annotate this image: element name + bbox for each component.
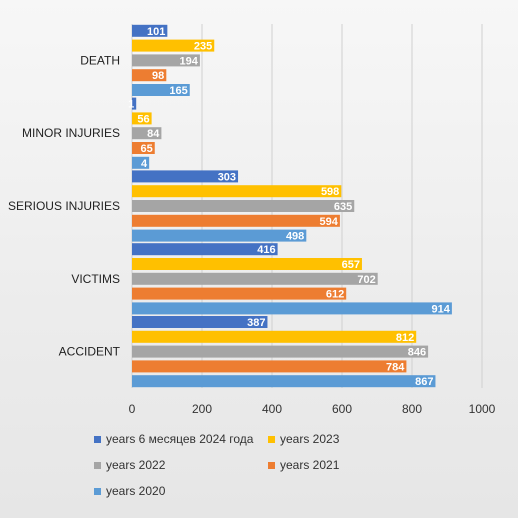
- data-label-serious-injuries-series-1: 598: [321, 186, 339, 198]
- bar-serious-injuries-series-3: [132, 214, 340, 227]
- x-tick-label-800: 800: [402, 402, 422, 416]
- legend-item-2022: years 2022: [94, 458, 165, 472]
- bar-death-series-4: [132, 84, 190, 96]
- data-label-death-series-4: 165: [169, 85, 187, 97]
- data-label-minor-injuries-series-1: 56: [137, 113, 149, 125]
- bar-minor-injuries-series-4: [132, 156, 150, 169]
- data-label-victims-series-2: 702: [357, 274, 375, 286]
- bar-victims-series-2: [132, 272, 378, 285]
- category-label-serious-injuries: SERIOUS INJURIES: [8, 199, 120, 213]
- legend-swatch-2022: [94, 461, 101, 469]
- bar-minor-injuries-series-0: [132, 97, 137, 110]
- legend-label-2020: years 2020: [106, 484, 166, 498]
- legend-label-2024h1: years 6 месяцев 2024 года: [106, 432, 254, 446]
- data-label-accident-series-2: 846: [408, 347, 426, 359]
- data-label-accident-series-1: 812: [396, 332, 414, 344]
- category-label-victims: VICTIMS: [71, 272, 120, 286]
- bar-serious-injuries-series-4: [132, 229, 307, 242]
- data-label-minor-injuries-series-0: 1: [128, 99, 134, 111]
- data-label-minor-injuries-series-3: 65: [141, 143, 153, 155]
- bar-minor-injuries-series-1: [132, 112, 152, 125]
- legend-label-2022: years 2022: [106, 458, 166, 472]
- data-label-accident-series-4: 867: [415, 376, 433, 388]
- legend-label-2021: years 2021: [280, 458, 340, 472]
- bar-accident-series-0: [132, 316, 268, 328]
- legend-swatch-2023: [268, 435, 275, 443]
- bar-death-series-1: [132, 39, 215, 52]
- bar-victims-series-0: [132, 243, 278, 256]
- bar-serious-injuries-series-1: [132, 185, 342, 198]
- x-tick-label-1000: 1000: [469, 402, 496, 416]
- bar-accident-series-3: [132, 360, 407, 373]
- bar-accident-series-1: [132, 330, 417, 343]
- x-tick-label-200: 200: [192, 402, 212, 416]
- bar-minor-injuries-series-3: [132, 142, 155, 154]
- data-label-death-series-0: 101: [147, 26, 165, 38]
- data-label-victims-series-3: 612: [326, 289, 344, 301]
- data-label-serious-injuries-series-2: 635: [334, 201, 352, 213]
- legend-label-2023: years 2023: [280, 432, 340, 446]
- bar-accident-series-4: [132, 375, 436, 388]
- legend: years 6 месяцев 2024 года years 2023 yea…: [80, 428, 435, 508]
- data-label-serious-injuries-series-0: 303: [218, 171, 236, 183]
- data-label-victims-series-0: 416: [257, 244, 275, 256]
- data-label-minor-injuries-series-2: 84: [147, 128, 160, 140]
- bar-victims-series-3: [132, 287, 347, 300]
- bar-victims-series-4: [132, 302, 452, 315]
- legend-item-2023: years 2023: [268, 432, 339, 446]
- data-label-accident-series-3: 784: [386, 361, 405, 373]
- x-tick-label-600: 600: [332, 402, 352, 416]
- x-tick-label-400: 400: [262, 402, 282, 416]
- bar-accident-series-2: [132, 345, 429, 358]
- data-label-accident-series-0: 387: [247, 317, 265, 329]
- category-label-death: DEATH: [80, 53, 120, 67]
- x-tick-label-0: 0: [129, 402, 136, 416]
- legend-swatch-2021: [268, 461, 275, 469]
- bar-victims-series-1: [132, 258, 362, 270]
- data-label-minor-injuries-series-4: 4: [141, 158, 148, 170]
- data-label-serious-injuries-series-4: 498: [286, 231, 304, 243]
- data-label-serious-injuries-series-3: 594: [320, 216, 339, 228]
- legend-item-2021: years 2021: [268, 458, 339, 472]
- bar-death-series-2: [132, 54, 200, 67]
- legend-swatch-2024h1: [94, 435, 101, 443]
- data-label-victims-series-1: 657: [342, 259, 360, 271]
- legend-item-2020: years 2020: [94, 484, 165, 498]
- bar-serious-injuries-series-2: [132, 200, 355, 212]
- data-label-death-series-3: 98: [152, 70, 164, 82]
- bar-serious-injuries-series-0: [132, 170, 239, 183]
- category-label-accident: ACCIDENT: [59, 345, 121, 359]
- data-label-death-series-1: 235: [194, 41, 212, 53]
- bar-death-series-3: [132, 69, 167, 82]
- data-label-victims-series-4: 914: [432, 303, 451, 315]
- bar-death-series-0: [132, 24, 168, 37]
- category-label-minor-injuries: MINOR INJURIES: [22, 126, 120, 140]
- data-label-death-series-2: 194: [180, 55, 199, 67]
- bar-minor-injuries-series-2: [132, 127, 162, 140]
- legend-item-2024h1: years 6 месяцев 2024 года: [94, 432, 253, 446]
- legend-swatch-2020: [94, 487, 101, 495]
